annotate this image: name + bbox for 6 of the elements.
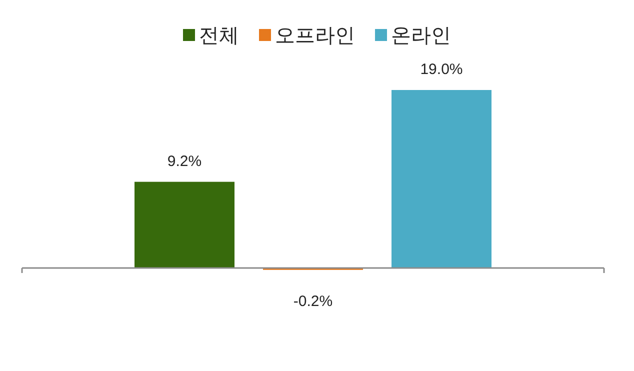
legend-label: 전체	[199, 25, 239, 47]
data-label: 9.2%	[167, 152, 202, 170]
data-label: -0.2%	[293, 292, 333, 310]
data-label: 19.0%	[420, 61, 463, 78]
legend-label: 오프라인	[275, 25, 355, 47]
legend-label: 온라인	[391, 25, 451, 47]
